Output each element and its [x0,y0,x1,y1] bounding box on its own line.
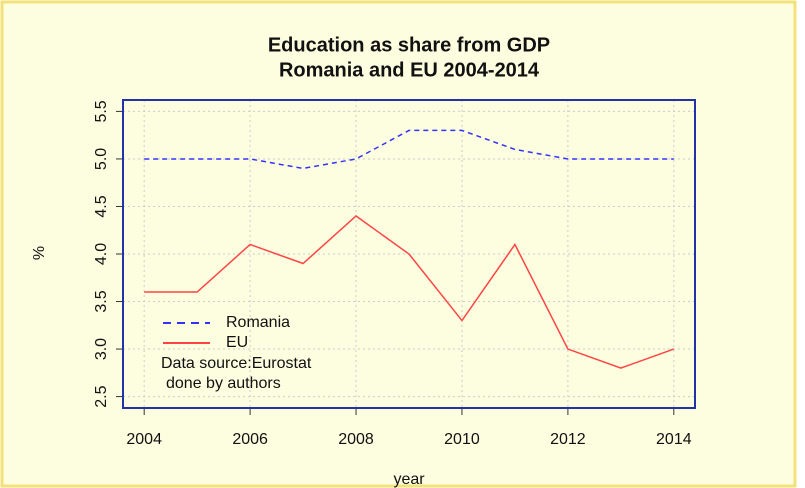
y-tick-label: 2.5 [93,385,110,407]
x-tick-label: 2008 [338,431,374,448]
x-tick-label: 2012 [550,431,586,448]
y-tick-label: 5.5 [93,100,110,122]
x-tick-label: 2006 [232,431,268,448]
legend-label: EU [226,334,248,351]
legend-label: Romania [226,314,290,331]
annotation: done by authors [166,375,281,392]
y-tick-label: 4.5 [93,195,110,217]
x-tick-label: 2014 [656,431,692,448]
y-tick-label: 3.0 [93,338,110,360]
x-axis-label: year [393,471,425,488]
series-line [144,129,674,170]
y-axis-label: % [31,246,48,260]
annotation: Data source:Eurostat [161,355,312,372]
series-line [144,215,675,369]
y-tick-label: 5.0 [93,148,110,170]
x-tick-label: 2010 [444,431,480,448]
chart-title: Education as share from GDP [268,34,550,56]
chart-subtitle: Romania and EU 2004-2014 [279,59,540,81]
y-tick-label: 3.5 [93,290,110,312]
y-tick-label: 4.0 [93,243,110,265]
plot-frame [122,99,696,409]
x-tick-label: 2004 [126,431,162,448]
